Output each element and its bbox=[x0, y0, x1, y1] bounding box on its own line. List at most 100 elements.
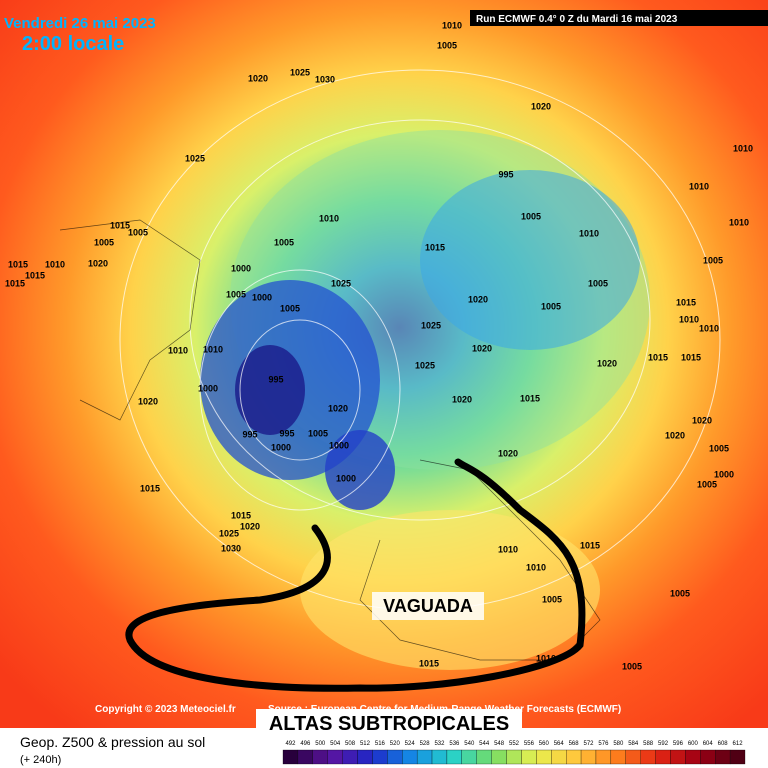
copyright: Copyright © 2023 Meteociel.fr bbox=[95, 704, 236, 715]
isobar-label: 1005 bbox=[94, 237, 114, 247]
isobar-label: 1015 bbox=[110, 220, 130, 230]
isobar-label: 1000 bbox=[198, 383, 218, 393]
field-low-core bbox=[235, 345, 305, 435]
isobar-label: 1005 bbox=[703, 255, 723, 265]
colorbar-cell bbox=[640, 749, 656, 765]
colorbar-cell bbox=[551, 749, 567, 765]
isobar-label: 1015 bbox=[580, 540, 600, 550]
trough-annotation: VAGUADA bbox=[383, 596, 473, 616]
isobar-label: 1005 bbox=[541, 301, 561, 311]
colorbar-cell bbox=[431, 749, 448, 765]
isobar-label: 1020 bbox=[665, 430, 685, 440]
colorbar-tick-label: 528 bbox=[420, 741, 431, 747]
isobar-label: 1020 bbox=[531, 101, 551, 111]
isobar-label: 995 bbox=[279, 428, 294, 438]
isobar-label: 1000 bbox=[231, 263, 251, 273]
isobar-label: 1015 bbox=[676, 297, 696, 307]
isobar-label: 1025 bbox=[219, 528, 239, 538]
colorbar-tick-label: 596 bbox=[673, 741, 684, 747]
colorbar-cell bbox=[715, 749, 731, 765]
colorbar-tick-label: 548 bbox=[494, 741, 505, 747]
colorbar-cell bbox=[566, 749, 582, 765]
isobar-label: 1005 bbox=[697, 479, 717, 489]
colorbar-cell bbox=[297, 749, 313, 765]
isobar-label: 1025 bbox=[290, 67, 310, 77]
run-info: Run ECMWF 0.4° 0 Z du Mardi 16 mai 2023 bbox=[476, 14, 678, 25]
isobar-label: 1025 bbox=[331, 278, 351, 288]
colorbar-cell bbox=[536, 749, 552, 765]
colorbar-cell bbox=[416, 749, 433, 765]
colorbar-cell bbox=[700, 749, 716, 765]
colorbar-tick-label: 508 bbox=[345, 741, 356, 747]
isobar-label: 1005 bbox=[670, 588, 690, 598]
colorbar-cell bbox=[521, 749, 537, 765]
isobar-label: 1000 bbox=[271, 442, 291, 452]
colorbar: 492 496 500 504 508 512 516 520 524 528 532 536 540 5… bbox=[282, 741, 746, 765]
isobar-label: 1020 bbox=[138, 396, 158, 406]
colorbar-cell bbox=[357, 749, 373, 765]
isobar-label: 1020 bbox=[248, 73, 268, 83]
highs-annotation: ALTAS SUBTROPICALES bbox=[269, 713, 509, 735]
colorbar-tick-label: 560 bbox=[539, 741, 550, 747]
hand-drawn-outline bbox=[125, 458, 586, 692]
isobar-label: 1005 bbox=[308, 428, 328, 438]
colorbar-cell bbox=[610, 749, 626, 765]
isobar-label: 1010 bbox=[526, 562, 546, 572]
isobar-label: 1010 bbox=[536, 653, 556, 663]
colorbar-tick-label: 544 bbox=[479, 741, 490, 747]
run-box bbox=[470, 10, 768, 26]
isobar-label: 1010 bbox=[679, 314, 699, 324]
colorbar-tick-label: 516 bbox=[375, 741, 386, 747]
colorbar-cell bbox=[655, 749, 671, 765]
colorbar-cell bbox=[595, 749, 612, 765]
isobar-label: 1010 bbox=[319, 213, 339, 223]
isobar-label: 1015 bbox=[425, 242, 445, 252]
isobar-label: 1015 bbox=[681, 352, 701, 362]
isobar-label: 1015 bbox=[140, 483, 160, 493]
isobar-label: 1000 bbox=[252, 292, 272, 302]
isobar-label: 1020 bbox=[468, 294, 488, 304]
isobar-label: 1025 bbox=[421, 320, 441, 330]
colorbar-tick-label: 492 bbox=[285, 741, 296, 747]
isobar-label: 1020 bbox=[328, 403, 348, 413]
isobar-label: 1010 bbox=[442, 20, 462, 30]
isobar-label: 1020 bbox=[240, 521, 260, 531]
colorbar-tick-label: 584 bbox=[628, 741, 639, 747]
colorbar-cell bbox=[685, 749, 701, 765]
colorbar-tick-label: 568 bbox=[569, 741, 580, 747]
isobar-label: 1010 bbox=[733, 143, 753, 153]
isobar-label: 1025 bbox=[415, 360, 435, 370]
colorbar-cell bbox=[402, 749, 418, 765]
isobar-label: 1005 bbox=[128, 227, 148, 237]
colorbar-tick-label: 580 bbox=[613, 741, 624, 747]
isobar-label: 1005 bbox=[542, 594, 562, 604]
colorbar-cell bbox=[342, 749, 358, 765]
isobar-label: 1020 bbox=[88, 258, 108, 268]
field-blue bbox=[420, 170, 640, 350]
isobar-label: 1005 bbox=[274, 237, 294, 247]
colorbar-cell bbox=[327, 749, 343, 765]
colorbar-cell bbox=[282, 749, 299, 765]
isobar-label: 1020 bbox=[692, 415, 712, 425]
isobar-label: 1020 bbox=[498, 448, 518, 458]
colorbar-tick-label: 504 bbox=[330, 741, 341, 747]
time: 2:00 locale bbox=[22, 33, 124, 55]
isobar-label: 1005 bbox=[622, 661, 642, 671]
isobar-label: 1015 bbox=[5, 278, 25, 288]
isobar-label: 1005 bbox=[280, 303, 300, 313]
isobar-label: 1010 bbox=[699, 323, 719, 333]
colorbar-cell bbox=[580, 749, 597, 765]
isobar-label: 1005 bbox=[437, 40, 457, 50]
field-low bbox=[325, 430, 395, 510]
isobar-label: 1020 bbox=[452, 394, 472, 404]
isobar-label: 1005 bbox=[521, 211, 541, 221]
isobar-label: 1020 bbox=[472, 343, 492, 353]
colorbar-cell bbox=[372, 749, 388, 765]
colorbar-tick-label: 588 bbox=[643, 741, 654, 747]
isobar-label: 995 bbox=[498, 169, 513, 179]
label-box bbox=[256, 709, 522, 737]
colorbar-tick-label: 576 bbox=[598, 741, 609, 747]
colorbar-tick-label: 540 bbox=[464, 741, 475, 747]
isobar-label: 1015 bbox=[520, 393, 540, 403]
